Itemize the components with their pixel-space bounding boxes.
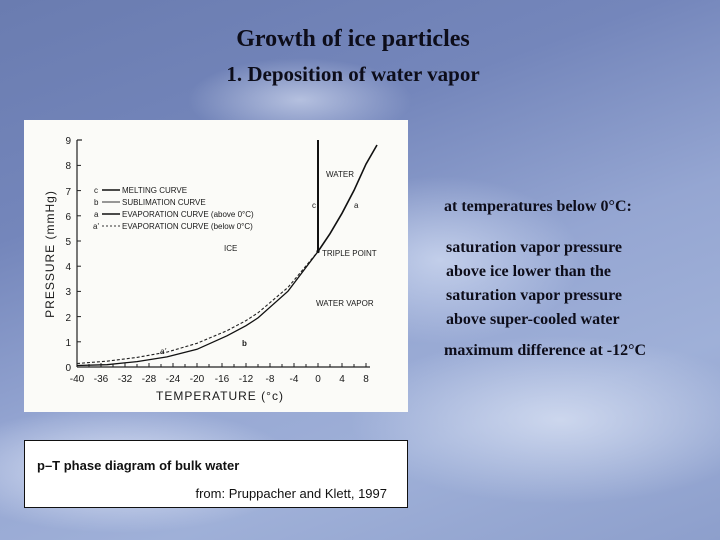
- curve-tag-b: b: [242, 339, 247, 348]
- y-ticks: [77, 164, 81, 368]
- note-explanation: saturation vapor pressure above ice lowe…: [446, 236, 716, 332]
- svg-text:1: 1: [65, 338, 71, 349]
- svg-text:EVAPORATION CURVE (below 0°C): EVAPORATION CURVE (below 0°C): [122, 222, 253, 231]
- note-explanation-line: above ice lower than the: [446, 263, 612, 280]
- svg-text:0: 0: [315, 374, 321, 385]
- y-axis-title: PRESSURE (mmHg): [43, 190, 57, 318]
- note-max-difference: maximum difference at -12°C: [444, 342, 647, 359]
- note-explanation-line: above super-cooled water: [446, 311, 620, 328]
- svg-text:4: 4: [65, 262, 71, 273]
- sublimation-curve-b: [76, 251, 319, 367]
- svg-text:6: 6: [65, 212, 71, 223]
- region-label-ice: ICE: [224, 244, 237, 253]
- chart-legend: c MELTING CURVE b SUBLIMATION CURVE a EV…: [93, 186, 254, 231]
- svg-text:-20: -20: [190, 374, 205, 385]
- triple-point-label: TRIPLE POINT: [322, 249, 377, 258]
- note-explanation-line: saturation vapor pressure: [446, 287, 623, 304]
- svg-text:3: 3: [65, 287, 71, 298]
- phase-diagram-svg: 0 1 2 3 4 5 6 7 8 9: [43, 136, 378, 403]
- svg-text:-36: -36: [94, 374, 109, 385]
- svg-text:SUBLIMATION CURVE: SUBLIMATION CURVE: [122, 198, 206, 207]
- svg-text:8: 8: [363, 374, 369, 385]
- caption-source: from: Pruppacher and Klett, 1997: [195, 486, 387, 501]
- x-axis-title: TEMPERATURE (°c): [156, 389, 284, 403]
- svg-text:-16: -16: [215, 374, 230, 385]
- curve-tag-c: c: [312, 201, 316, 210]
- svg-text:5: 5: [65, 237, 71, 248]
- region-label-water: WATER: [326, 170, 354, 179]
- svg-text:-28: -28: [142, 374, 157, 385]
- curve-tag-a: a: [354, 201, 359, 210]
- curve-tag-a-prime: a': [160, 347, 166, 356]
- svg-text:EVAPORATION CURVE (above 0°C): EVAPORATION CURVE (above 0°C): [122, 210, 254, 219]
- phase-diagram-chart: 0 1 2 3 4 5 6 7 8 9: [24, 120, 408, 412]
- svg-text:0: 0: [65, 363, 71, 374]
- evaporation-curve-a-prime: [76, 251, 319, 365]
- caption-title: p–T phase diagram of bulk water: [37, 458, 240, 473]
- svg-text:a': a': [93, 222, 99, 231]
- note-explanation-line: saturation vapor pressure: [446, 239, 623, 256]
- svg-text:9: 9: [65, 136, 71, 147]
- svg-text:8: 8: [65, 161, 71, 172]
- figure-caption: p–T phase diagram of bulk water from: Pr…: [24, 440, 408, 508]
- svg-text:-8: -8: [266, 374, 275, 385]
- svg-text:MELTING CURVE: MELTING CURVE: [122, 186, 187, 195]
- svg-text:c: c: [94, 186, 98, 195]
- svg-text:2: 2: [65, 313, 71, 324]
- svg-text:-32: -32: [118, 374, 133, 385]
- evaporation-curve-a: [317, 144, 378, 252]
- svg-text:a: a: [94, 210, 99, 219]
- svg-text:-40: -40: [70, 374, 85, 385]
- svg-text:7: 7: [65, 187, 71, 198]
- note-condition: at temperatures below 0°C:: [444, 198, 632, 215]
- y-tick-labels: 0 1 2 3 4 5 6 7 8 9: [65, 136, 71, 374]
- svg-text:-12: -12: [239, 374, 254, 385]
- region-label-water-vapor: WATER VAPOR: [316, 299, 374, 308]
- slide-subtitle: 1. Deposition of water vapor: [226, 62, 480, 86]
- svg-text:b: b: [94, 198, 99, 207]
- y-axis: [76, 139, 82, 367]
- triple-point-marker: [316, 249, 320, 254]
- slide-title: Growth of ice particles: [236, 26, 470, 52]
- svg-text:-24: -24: [166, 374, 181, 385]
- x-tick-labels: -40 -36 -32 -28 -24 -20 -16 -12 -8 -4 0 …: [70, 374, 369, 385]
- svg-text:-4: -4: [290, 374, 299, 385]
- svg-text:4: 4: [339, 374, 345, 385]
